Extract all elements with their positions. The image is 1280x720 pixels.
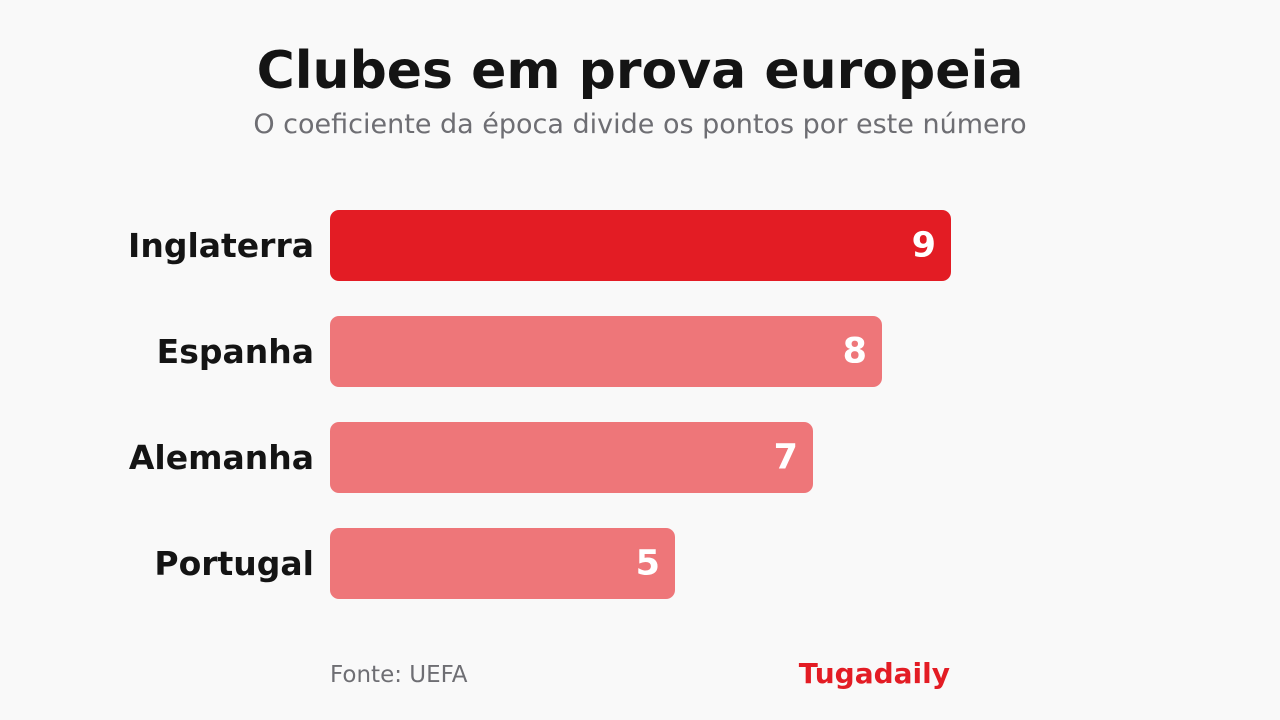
bar-alemanha [330,422,813,493]
brand-logo: Tugadaily [798,657,950,690]
value-label: 7 [774,438,798,478]
value-label: 9 [912,226,936,266]
category-label: Alemanha [129,438,314,477]
bar-inglaterra [330,210,951,281]
category-label: Portugal [154,544,314,583]
category-label: Espanha [157,332,314,371]
category-label: Inglaterra [128,226,314,265]
bar-portugal [330,528,675,599]
value-label: 8 [843,332,867,372]
chart-title: Clubes em prova europeia [256,41,1024,101]
chart-subtitle: O coeficiente da época divide os pontos … [253,109,1027,140]
value-label: 5 [636,544,660,584]
bar-espanha [330,316,882,387]
source-note: Fonte: UEFA [330,662,468,688]
